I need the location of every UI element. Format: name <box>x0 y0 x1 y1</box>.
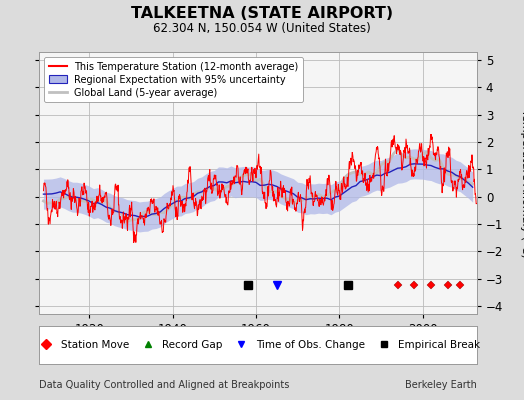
Text: Data Quality Controlled and Aligned at Breakpoints: Data Quality Controlled and Aligned at B… <box>39 380 290 390</box>
Text: TALKEETNA (STATE AIRPORT): TALKEETNA (STATE AIRPORT) <box>131 6 393 21</box>
Legend: This Temperature Station (12-month average), Regional Expectation with 95% uncer: This Temperature Station (12-month avera… <box>44 57 303 102</box>
Legend: Station Move, Record Gap, Time of Obs. Change, Empirical Break: Station Move, Record Gap, Time of Obs. C… <box>32 337 484 353</box>
Text: Berkeley Earth: Berkeley Earth <box>405 380 477 390</box>
Y-axis label: Temperature Anomaly (°C): Temperature Anomaly (°C) <box>520 109 524 257</box>
Text: 62.304 N, 150.054 W (United States): 62.304 N, 150.054 W (United States) <box>153 22 371 35</box>
